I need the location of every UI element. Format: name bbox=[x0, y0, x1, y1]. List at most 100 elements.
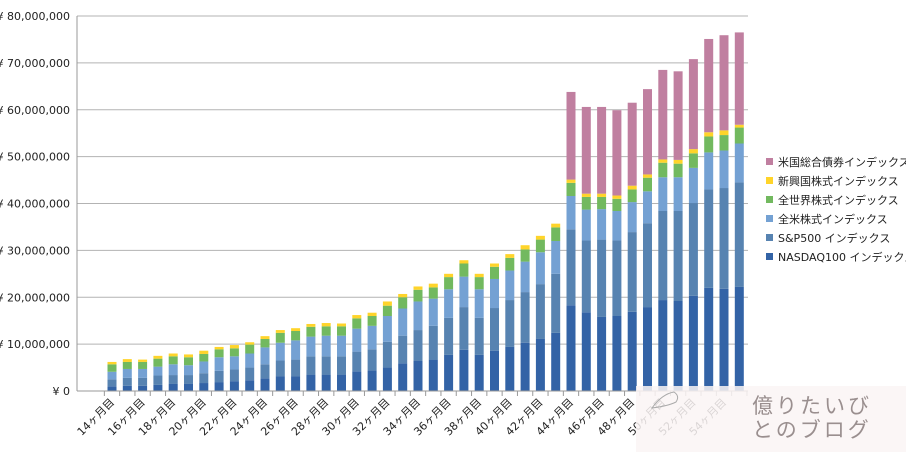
bar-segment-series-2 bbox=[398, 308, 408, 336]
bar-segment-series-3 bbox=[673, 163, 683, 178]
bar-segment-series-4 bbox=[643, 174, 652, 178]
bar-segment-series-3 bbox=[459, 263, 469, 277]
bar-segment-series-0 bbox=[382, 367, 392, 391]
bar-segment-series-4 bbox=[566, 179, 576, 183]
bar-segment-series-3 bbox=[153, 358, 163, 367]
bar-segment-series-2 bbox=[551, 241, 561, 274]
bar-segment-series-2 bbox=[337, 335, 346, 357]
bar-segment-series-4 bbox=[291, 328, 301, 331]
bar-segment-series-2 bbox=[658, 177, 668, 211]
bar-segment-series-4 bbox=[367, 312, 377, 316]
bar-segment-series-0 bbox=[398, 363, 408, 391]
bar-segment-series-0 bbox=[658, 300, 668, 391]
bar-segment-series-4 bbox=[627, 185, 637, 190]
legend-item-sp500: S&P500 インデックス bbox=[766, 228, 906, 247]
bar-segment-series-5 bbox=[688, 59, 698, 150]
legend-swatch bbox=[766, 158, 773, 165]
bar-segment-series-2 bbox=[627, 202, 637, 233]
watermark-text: 億りたいびとのブログ bbox=[752, 394, 872, 442]
bar-segment-series-5 bbox=[704, 38, 714, 133]
y-tick-label: ¥ 20,000,000 bbox=[0, 291, 70, 304]
bar-segment-series-4 bbox=[734, 124, 744, 128]
legend-swatch bbox=[766, 215, 773, 222]
bar-segment-series-2 bbox=[520, 261, 530, 293]
bar-segment-series-1 bbox=[321, 356, 331, 375]
bar-segment-series-2 bbox=[352, 328, 362, 352]
bar-segment-series-3 bbox=[398, 297, 408, 309]
bar-segment-series-2 bbox=[673, 177, 683, 211]
bar-segment-series-3 bbox=[535, 239, 545, 253]
bar-segment-series-2 bbox=[734, 143, 744, 183]
bar-segment-series-1 bbox=[719, 188, 729, 289]
bar-segment-series-4 bbox=[184, 354, 193, 358]
bar-segment-series-4 bbox=[398, 293, 408, 298]
bar-segment-series-0 bbox=[367, 370, 377, 391]
bar-segment-series-4 bbox=[153, 355, 163, 359]
bar-segment-series-2 bbox=[367, 325, 377, 350]
bar-segment-series-2 bbox=[245, 353, 255, 368]
bar-segment-series-0 bbox=[535, 338, 545, 391]
bar-segment-series-0 bbox=[520, 342, 530, 391]
bar-segment-series-2 bbox=[153, 366, 163, 376]
bar-segment-series-2 bbox=[566, 196, 576, 230]
bar-segment-series-0 bbox=[291, 376, 301, 391]
legend: 米国総合債券インデックス 新興国株式インデックス 全世界株式インデックス 全米株… bbox=[766, 152, 906, 266]
bar-segment-series-1 bbox=[658, 211, 668, 301]
bar-segment-series-1 bbox=[382, 341, 392, 368]
bar-segment-series-1 bbox=[245, 367, 255, 381]
bar-segment-series-0 bbox=[153, 384, 163, 391]
bars bbox=[107, 32, 744, 391]
bar-segment-series-1 bbox=[413, 330, 423, 361]
legend-swatch bbox=[766, 253, 773, 260]
bar-segment-series-2 bbox=[490, 278, 499, 309]
bar-segment-series-2 bbox=[321, 335, 331, 357]
bar-segment-series-3 bbox=[199, 353, 209, 362]
x-axis-tick-labels: 14ヶ月目16ヶ月目18ヶ月目20ヶ月目22ヶ月目24ヶ月目26ヶ月目28ヶ月目… bbox=[75, 396, 729, 438]
legend-swatch bbox=[766, 177, 773, 184]
bar-segment-series-4 bbox=[688, 149, 698, 154]
bar-segment-series-4 bbox=[597, 193, 607, 197]
bar-segment-series-1 bbox=[291, 359, 301, 377]
bar-segment-series-3 bbox=[321, 326, 331, 336]
bar-segment-series-0 bbox=[612, 316, 622, 391]
y-tick-label: ¥ 30,000,000 bbox=[0, 244, 70, 257]
bar-segment-series-4 bbox=[551, 223, 561, 228]
bar-segment-series-2 bbox=[184, 365, 193, 376]
bar-segment-series-3 bbox=[688, 153, 698, 168]
bar-segment-series-1 bbox=[199, 373, 209, 384]
bar-segment-series-4 bbox=[168, 353, 178, 357]
bar-segment-series-1 bbox=[566, 229, 576, 306]
bar-segment-series-5 bbox=[627, 102, 637, 186]
bar-segment-series-4 bbox=[535, 235, 545, 240]
bar-segment-series-1 bbox=[673, 211, 683, 301]
bar-segment-series-3 bbox=[337, 326, 346, 336]
bar-segment-series-3 bbox=[566, 182, 576, 196]
bar-segment-series-0 bbox=[627, 311, 637, 391]
bar-segment-series-0 bbox=[688, 295, 698, 391]
bar-segment-series-3 bbox=[428, 287, 438, 299]
bar-segment-series-2 bbox=[306, 336, 316, 357]
bar-segment-series-1 bbox=[535, 284, 545, 339]
bar-segment-series-0 bbox=[260, 378, 270, 391]
bar-segment-series-2 bbox=[719, 150, 729, 189]
bar-segment-series-3 bbox=[291, 331, 301, 341]
bar-segment-series-1 bbox=[459, 307, 469, 350]
bar-segment-series-5 bbox=[734, 32, 744, 125]
bar-segment-series-2 bbox=[199, 361, 209, 374]
bar-segment-series-0 bbox=[306, 374, 316, 391]
bar-segment-series-3 bbox=[382, 305, 392, 316]
bar-segment-series-4 bbox=[107, 361, 117, 365]
legend-label: 全世界株式インデックス bbox=[778, 193, 899, 207]
legend-item-emerging: 新興国株式インデックス bbox=[766, 171, 906, 190]
bar-segment-series-0 bbox=[199, 383, 209, 391]
bar-segment-series-4 bbox=[474, 273, 484, 278]
bar-segment-series-2 bbox=[612, 211, 622, 241]
bar-segment-series-4 bbox=[428, 283, 438, 288]
bar-segment-series-1 bbox=[643, 223, 652, 308]
bar-segment-series-2 bbox=[505, 270, 515, 301]
bar-segment-series-0 bbox=[581, 312, 591, 391]
legend-label: 全米株式インデックス bbox=[778, 212, 888, 226]
bar-segment-series-0 bbox=[184, 383, 193, 391]
bar-segment-series-3 bbox=[551, 227, 561, 241]
bar-segment-series-4 bbox=[520, 245, 530, 250]
